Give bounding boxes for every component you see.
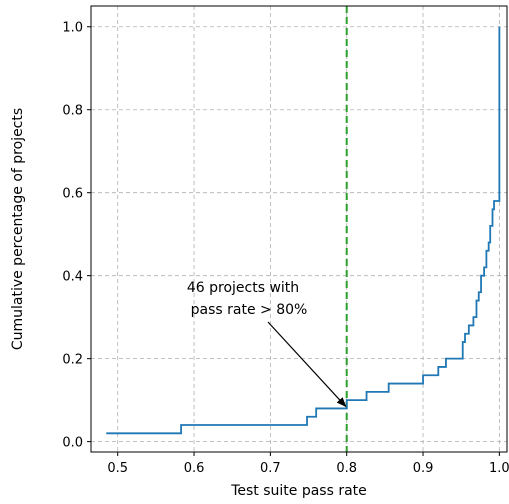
plot-frame (90, 5, 508, 453)
series-group (106, 26, 501, 435)
x-tick-label-1: 0.6 (184, 461, 205, 476)
cdf-series-line-0 (106, 26, 501, 435)
annotation-arrow (267, 321, 347, 408)
grid (91, 6, 507, 452)
y-tick-label-1: 0.2 (62, 353, 83, 368)
annotation-group: 46 projects with pass rate > 80% (187, 280, 347, 408)
y-axis-label: Cumulative percentage of projects (10, 108, 26, 350)
x-axis-label: Test suite pass rate (230, 483, 367, 499)
y-tick-label-3: 0.6 (62, 187, 83, 202)
x-tick-label-4: 0.9 (413, 461, 434, 476)
x-tick-label-3: 0.8 (336, 461, 357, 476)
x-tick-label-2: 0.7 (260, 461, 281, 476)
y-tick-label-0: 0.0 (62, 436, 83, 451)
y-tick-label-4: 0.8 (62, 104, 83, 119)
y-tick-label-2: 0.4 (62, 270, 83, 285)
x-ticks: 0.5 0.6 0.7 0.8 0.9 1.0 (107, 452, 509, 476)
annotation-text-line-2: pass rate > 80% (191, 302, 308, 318)
y-tick-label-5: 1.0 (62, 21, 83, 36)
x-tick-label-5: 1.0 (489, 461, 509, 476)
annotation-text-line-1: 46 projects with (187, 280, 299, 296)
x-tick-label-0: 0.5 (107, 461, 128, 476)
y-ticks: 0.0 0.2 0.4 0.6 0.8 1.0 (62, 21, 91, 451)
